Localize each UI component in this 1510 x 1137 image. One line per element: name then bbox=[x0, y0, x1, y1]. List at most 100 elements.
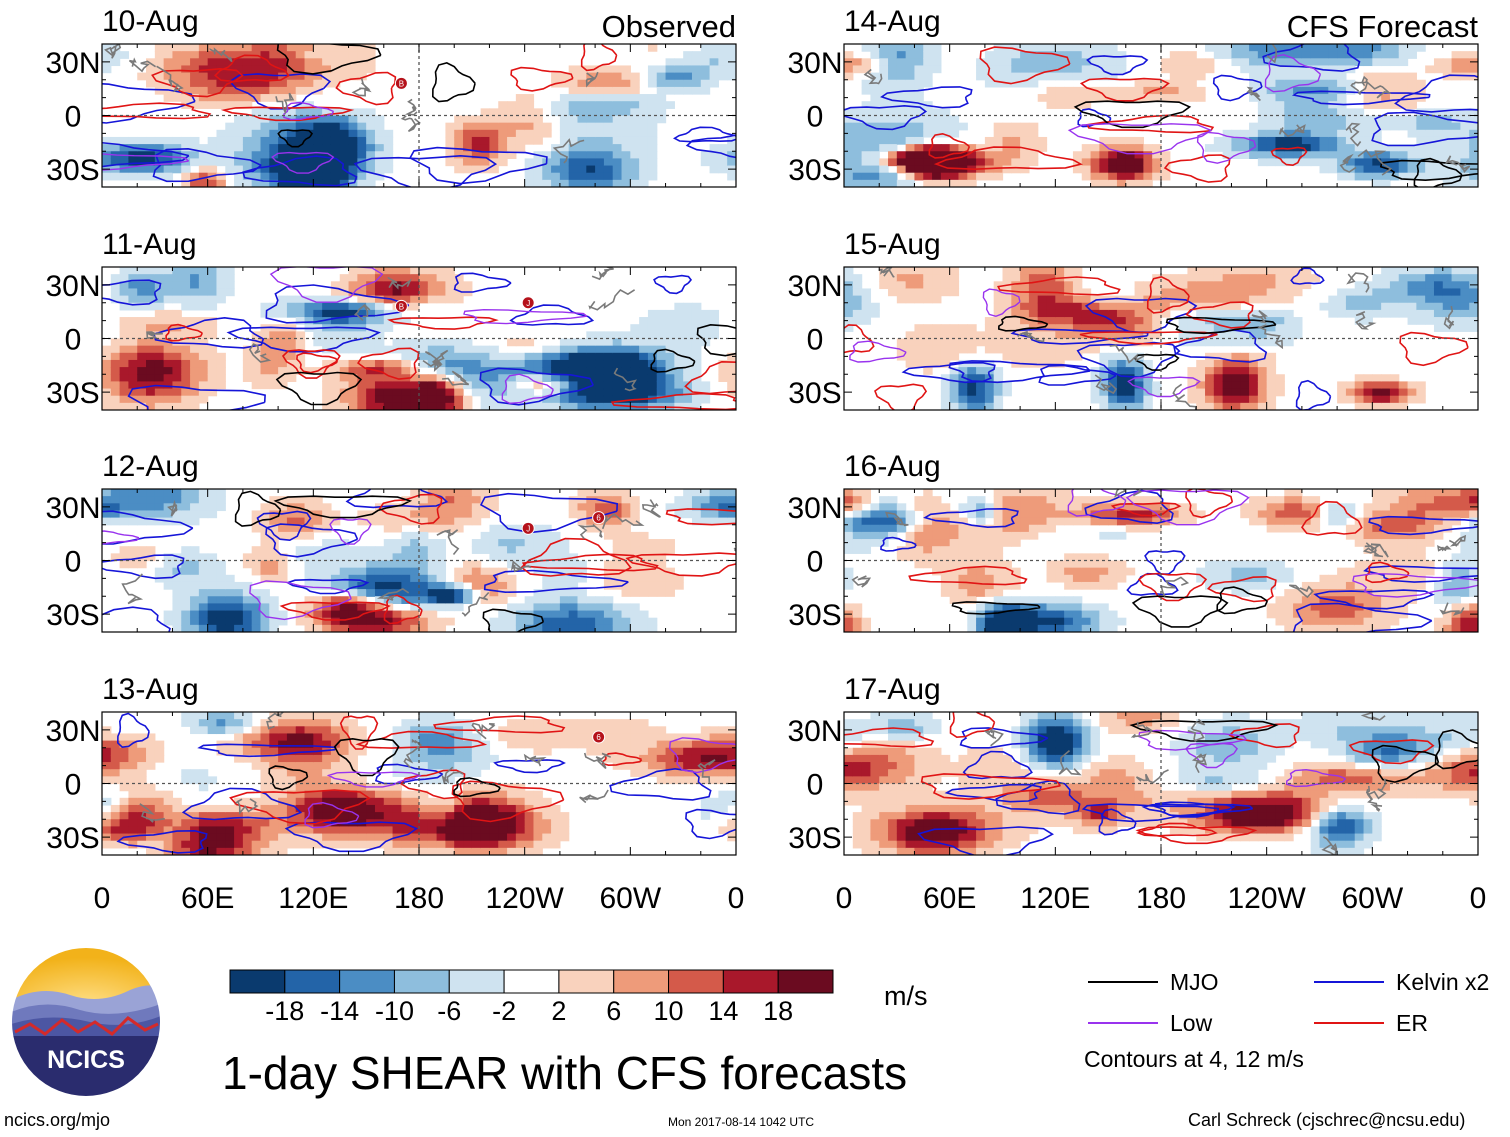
y-tick-label: 30N bbox=[787, 715, 842, 748]
contour-levels-note: Contours at 4, 12 m/s bbox=[1084, 1046, 1304, 1072]
y-tick-label: 30S bbox=[788, 154, 841, 187]
panel-date-label: 13-Aug bbox=[102, 673, 199, 706]
legend-item: Kelvin x2 bbox=[1314, 969, 1489, 995]
x-tick-label: 0 bbox=[1470, 882, 1487, 915]
panel-date-label: 11-Aug bbox=[102, 228, 197, 261]
y-tick-label: 0 bbox=[65, 101, 82, 134]
storm-label: J bbox=[526, 524, 530, 533]
panel-date-label: 10-Aug bbox=[102, 5, 199, 38]
colorbar-label: 14 bbox=[708, 996, 738, 1026]
y-tick-label: 0 bbox=[807, 324, 824, 357]
y-tick-label: 0 bbox=[807, 101, 824, 134]
panel-16-Aug: 30N 0 30S 16-Aug bbox=[787, 450, 1479, 633]
legend-label: MJO bbox=[1170, 969, 1219, 995]
panel-17-Aug: 30N 0 30S 17-Aug 0 60E 120E 180 120W 60W 0 bbox=[787, 673, 1487, 915]
panel-14-Aug: 30N 0 30S 14-Aug CFS Forecast bbox=[787, 5, 1479, 188]
colorbar-label: 10 bbox=[654, 996, 684, 1026]
x-tick-label: 120E bbox=[278, 882, 348, 915]
colorbar-swatch bbox=[448, 969, 505, 994]
y-tick-label: 30S bbox=[46, 599, 99, 632]
x-tick-label: 60E bbox=[923, 882, 976, 915]
legend-label: Low bbox=[1170, 1010, 1213, 1036]
storm-marker: 6 bbox=[592, 511, 606, 525]
panel-date-label: 14-Aug bbox=[844, 5, 941, 38]
storm-marker: B bbox=[394, 299, 408, 313]
panel-section-label: Observed bbox=[602, 9, 736, 44]
y-tick-label: 30S bbox=[46, 377, 99, 410]
y-tick-label: 30N bbox=[45, 715, 100, 748]
colorbar-swatch bbox=[613, 969, 670, 994]
storm-label: B bbox=[399, 79, 404, 88]
colorbar-swatch bbox=[503, 969, 560, 994]
x-tick-label: 180 bbox=[1136, 882, 1186, 915]
storm-marker: J bbox=[521, 521, 535, 535]
y-tick-label: 0 bbox=[807, 769, 824, 802]
legend-label: Kelvin x2 bbox=[1396, 969, 1489, 995]
panel-section-label: CFS Forecast bbox=[1287, 9, 1479, 44]
legend-item: ER bbox=[1314, 1010, 1428, 1036]
colorbar-label: -18 bbox=[265, 996, 304, 1026]
legend-item: MJO bbox=[1088, 969, 1219, 995]
colorbar-label: -2 bbox=[492, 996, 516, 1026]
x-tick-label: 60W bbox=[599, 882, 661, 915]
y-tick-label: 30S bbox=[46, 154, 99, 187]
y-tick-label: 30N bbox=[787, 270, 842, 303]
y-tick-label: 30N bbox=[45, 270, 100, 303]
x-tick-label: 0 bbox=[728, 882, 745, 915]
panel-date-label: 16-Aug bbox=[844, 450, 941, 483]
colorbar-label: 6 bbox=[606, 996, 621, 1026]
x-tick-label: 60E bbox=[181, 882, 234, 915]
panel-15-Aug: 30N 0 30S 15-Aug bbox=[787, 228, 1479, 411]
storm-marker: J bbox=[521, 296, 535, 310]
colorbar-label: 2 bbox=[551, 996, 566, 1026]
x-tick-label: 0 bbox=[94, 882, 111, 915]
x-tick-label: 180 bbox=[394, 882, 444, 915]
colorbar: -18 -14 -10 -6 -2 2 6 10 14 18 bbox=[229, 969, 834, 1026]
footer-link[interactable]: ncics.org/mjo bbox=[4, 1110, 111, 1130]
panel-date-label: 12-Aug bbox=[102, 450, 199, 483]
storm-label: J bbox=[526, 299, 530, 308]
colorbar-swatch bbox=[393, 969, 450, 994]
storm-marker: B bbox=[394, 76, 408, 90]
y-tick-label: 30N bbox=[45, 47, 100, 80]
colorbar-swatch bbox=[284, 969, 341, 994]
footer-author: Carl Schreck (cjschrec@ncsu.edu) bbox=[1188, 1110, 1466, 1130]
colorbar-swatch bbox=[339, 969, 395, 994]
panel-11-Aug: B J 30N 0 30S 11-Aug bbox=[45, 228, 737, 411]
storm-label: B bbox=[399, 302, 404, 311]
colorbar-units: m/s bbox=[884, 981, 928, 1011]
storm-marker: 6 bbox=[592, 730, 606, 744]
colorbar-label: -10 bbox=[375, 996, 414, 1026]
panel-13-Aug: 6 30N 0 30S 13-Aug 0 60E 120E 180 120W 60W 0 bbox=[45, 673, 745, 915]
y-tick-label: 30S bbox=[788, 822, 841, 855]
footer-timestamp: Mon 2017-08-14 1042 UTC bbox=[668, 1115, 815, 1129]
legend-item: Low bbox=[1088, 1010, 1213, 1036]
x-tick-label: 120W bbox=[485, 882, 564, 915]
contour-legend: MJO Kelvin x2 Low ER bbox=[1088, 969, 1489, 1036]
x-tick-label: 0 bbox=[836, 882, 853, 915]
y-tick-label: 0 bbox=[65, 324, 82, 357]
colorbar-swatch bbox=[668, 969, 724, 994]
colorbar-swatch bbox=[558, 969, 615, 994]
panel-12-Aug: J 6 30N 0 30S 12-Aug bbox=[45, 450, 737, 633]
colorbar-label: -6 bbox=[437, 996, 461, 1026]
panel-date-label: 17-Aug bbox=[844, 673, 941, 706]
logo-text: NCICS bbox=[47, 1046, 125, 1074]
colorbar-swatch bbox=[777, 969, 834, 994]
colorbar-label: -14 bbox=[320, 996, 359, 1026]
y-tick-label: 30S bbox=[46, 822, 99, 855]
y-tick-label: 0 bbox=[65, 769, 82, 802]
colorbar-swatch bbox=[722, 969, 779, 994]
y-tick-label: 0 bbox=[65, 546, 82, 579]
y-tick-label: 30N bbox=[45, 492, 100, 525]
storm-label: 6 bbox=[596, 733, 601, 742]
y-tick-label: 30N bbox=[787, 47, 842, 80]
x-tick-label: 120E bbox=[1020, 882, 1090, 915]
y-tick-label: 30S bbox=[788, 377, 841, 410]
y-tick-label: 0 bbox=[807, 546, 824, 579]
x-tick-label: 120W bbox=[1227, 882, 1306, 915]
storm-label: 6 bbox=[596, 514, 601, 523]
legend-label: ER bbox=[1396, 1010, 1428, 1036]
panel-date-label: 15-Aug bbox=[844, 228, 941, 261]
